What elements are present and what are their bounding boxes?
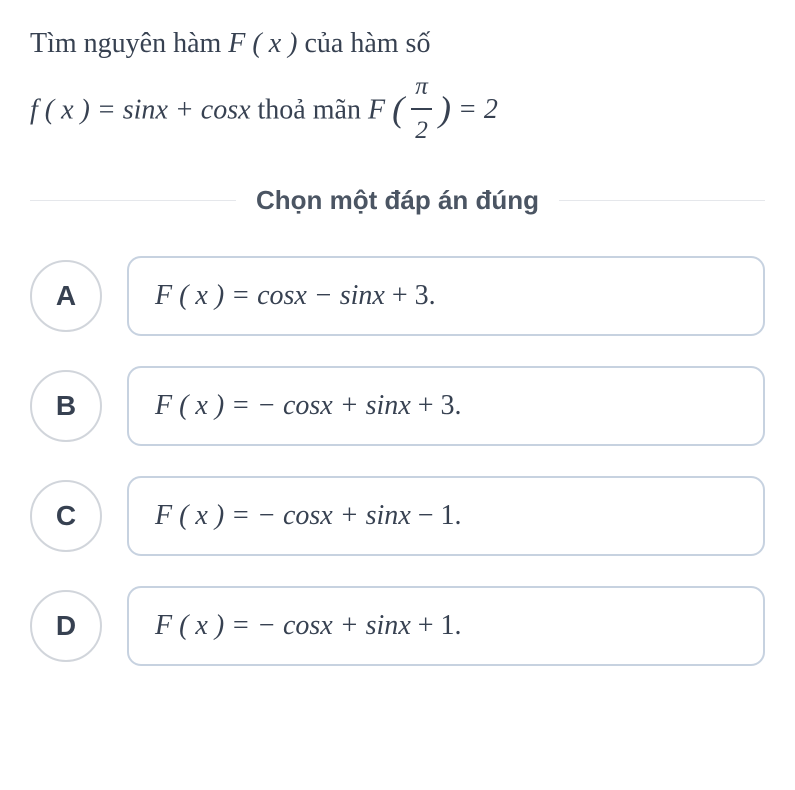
- option-content-b: F ( x ) = − cosx + sinx + 3.: [127, 366, 765, 446]
- question-line2: f ( x ) = sinx + cosx thoả mãn F ( π2 ) …: [30, 68, 765, 156]
- q-math: ( π2 ) = 2: [392, 94, 498, 125]
- q-math: f ( x ) = sinx + cosx: [30, 94, 251, 125]
- question-line1: Tìm nguyên hàm F ( x ) của hàm số: [30, 20, 765, 68]
- q-math: F ( x ): [228, 28, 297, 59]
- option-d[interactable]: D F ( x ) = − cosx + sinx + 1.: [30, 586, 765, 666]
- instruction-text: Chọn một đáp án đúng: [236, 185, 559, 216]
- option-letter-b: B: [30, 370, 102, 442]
- option-letter-d: D: [30, 590, 102, 662]
- option-content-d: F ( x ) = − cosx + sinx + 1.: [127, 586, 765, 666]
- divider-line: [30, 200, 236, 201]
- option-letter-a: A: [30, 260, 102, 332]
- option-letter-c: C: [30, 480, 102, 552]
- option-content-a: F ( x ) = cosx − sinx + 3.: [127, 256, 765, 336]
- option-content-c: F ( x ) = − cosx + sinx − 1.: [127, 476, 765, 556]
- instruction-row: Chọn một đáp án đúng: [30, 185, 765, 216]
- divider-line: [559, 200, 765, 201]
- option-a[interactable]: A F ( x ) = cosx − sinx + 3.: [30, 256, 765, 336]
- q-text: thoả mãn: [251, 94, 368, 125]
- option-b[interactable]: B F ( x ) = − cosx + sinx + 3.: [30, 366, 765, 446]
- question-text: Tìm nguyên hàm F ( x ) của hàm số f ( x …: [30, 20, 765, 155]
- options-container: A F ( x ) = cosx − sinx + 3. B F ( x ) =…: [30, 256, 765, 666]
- option-c[interactable]: C F ( x ) = − cosx + sinx − 1.: [30, 476, 765, 556]
- q-math: F: [368, 94, 385, 125]
- fraction: π2: [411, 66, 432, 154]
- q-text: Tìm nguyên hàm: [30, 28, 228, 59]
- q-text: của hàm số: [297, 28, 430, 59]
